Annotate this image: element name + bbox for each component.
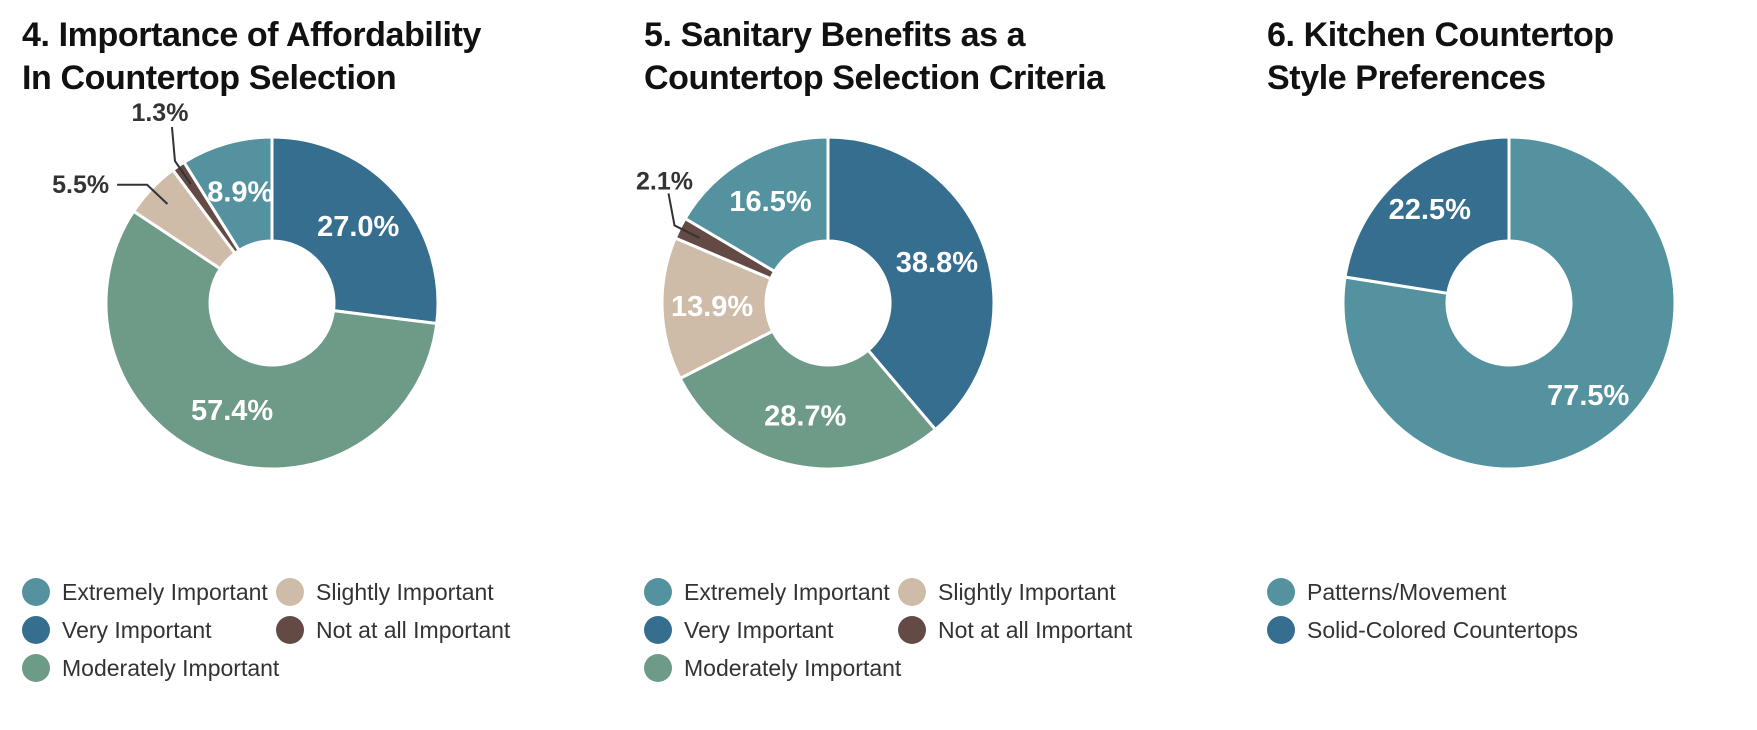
legend-swatch	[898, 578, 926, 606]
legend-item-patterns-movement: Patterns/Movement	[1267, 577, 1506, 607]
slice-label-patterns-movement: 77.5%	[1547, 380, 1629, 412]
legend-swatch	[1267, 578, 1295, 606]
slice-very-important	[826, 135, 996, 432]
legend-label: Not at all Important	[938, 616, 1133, 643]
legend-label: Very Important	[62, 616, 212, 643]
chart-legend: Extremely Important Slightly Important Ver…	[644, 577, 1244, 707]
legend-swatch	[1267, 616, 1295, 644]
legend-item-moderately-important: Moderately Important	[22, 653, 279, 683]
legend-label: Extremely Important	[684, 578, 890, 605]
legend-item-not-at-all-important: Not at all Important	[276, 615, 510, 645]
chart-legend: Extremely Important Slightly Important Ver…	[22, 577, 622, 707]
chart-panel-style-preferences: 6. Kitchen Countertop Style Preferences …	[1267, 0, 1757, 730]
legend-swatch	[276, 578, 304, 606]
chart-panel-sanitary: 5. Sanitary Benefits as a Countertop Sel…	[636, 0, 1244, 730]
donut-chart-affordability: 27.0% 57.4% 5.5% 1.3% 8.9%	[52, 99, 440, 471]
legend-swatch	[22, 578, 50, 606]
chart-title: 6. Kitchen Countertop Style Preferences	[1267, 14, 1757, 100]
chart-legend: Patterns/Movement Solid-Colored Counterto…	[1267, 577, 1757, 707]
slice-label-solid-colored-countertops: 22.5%	[1389, 194, 1471, 226]
slice-label-not-at-all-important: 2.1%	[636, 167, 693, 195]
donut-chart-sanitary: 38.8% 28.7% 13.9% 2.1% 16.5%	[636, 135, 996, 471]
legend-item-moderately-important: Moderately Important	[644, 653, 901, 683]
legend-item-solid-colored-countertops: Solid-Colored Countertops	[1267, 615, 1578, 645]
slice-label-very-important: 27.0%	[317, 211, 399, 243]
legend-item-slightly-important: Slightly Important	[276, 577, 494, 607]
leader-line	[667, 193, 700, 239]
legend-label: Slightly Important	[938, 578, 1116, 605]
slice-slightly-important	[660, 236, 775, 380]
chart-panel-affordability: 4. Importance of Affordability In Counte…	[22, 0, 622, 730]
legend-label: Patterns/Movement	[1307, 578, 1507, 605]
legend-label: Moderately Important	[62, 654, 280, 681]
leader-line	[170, 126, 192, 185]
slice-moderately-important	[678, 329, 937, 471]
chart-title-line: In Countertop Selection	[22, 59, 397, 97]
legend-item-very-important: Very Important	[22, 615, 212, 645]
legend-item-extremely-important: Extremely Important	[22, 577, 268, 607]
slice-label-not-at-all-important: 1.3%	[131, 99, 188, 127]
slice-moderately-important	[104, 209, 439, 471]
chart-title-line: 5. Sanitary Benefits as a	[644, 16, 1026, 54]
legend-label: Not at all Important	[316, 616, 511, 643]
chart-title-line: Countertop Selection Criteria	[644, 59, 1105, 97]
slice-label-extremely-important: 16.5%	[729, 186, 811, 218]
slice-label-moderately-important: 57.4%	[191, 395, 273, 427]
donut-chart-style-preferences: 77.5% 22.5%	[1341, 135, 1677, 471]
legend-swatch	[644, 654, 672, 682]
chart-title: 4. Importance of Affordability In Counte…	[22, 14, 582, 100]
slice-very-important	[270, 135, 440, 326]
slice-solid-colored-countertops	[1343, 135, 1511, 295]
slice-patterns-movement	[1341, 135, 1677, 471]
legend-swatch	[276, 616, 304, 644]
legend-label: Extremely Important	[62, 578, 268, 605]
slice-label-very-important: 38.8%	[896, 247, 978, 279]
slice-label-moderately-important: 28.7%	[764, 401, 846, 433]
legend-swatch	[898, 616, 926, 644]
legend-label: Slightly Important	[316, 578, 494, 605]
chart-title-line: 6. Kitchen Countertop	[1267, 16, 1614, 54]
legend-swatch	[22, 654, 50, 682]
legend-label: Very Important	[684, 616, 834, 643]
legend-swatch	[22, 616, 50, 644]
leader-line	[117, 183, 169, 205]
legend-swatch	[644, 578, 672, 606]
legend-label: Moderately Important	[684, 654, 902, 681]
legend-item-very-important: Very Important	[644, 615, 834, 645]
legend-item-slightly-important: Slightly Important	[898, 577, 1116, 607]
slice-extremely-important	[683, 135, 830, 273]
chart-title: 5. Sanitary Benefits as a Countertop Sel…	[644, 14, 1204, 100]
slice-label-slightly-important: 5.5%	[52, 171, 109, 199]
legend-item-not-at-all-important: Not at all Important	[898, 615, 1132, 645]
legend-label: Solid-Colored Countertops	[1307, 616, 1579, 643]
chart-title-line: 4. Importance of Affordability	[22, 16, 482, 54]
slice-label-slightly-important: 13.9%	[671, 291, 753, 323]
slice-label-extremely-important: 8.9%	[207, 176, 273, 208]
legend-swatch	[644, 616, 672, 644]
chart-title-line: Style Preferences	[1267, 59, 1546, 97]
slice-extremely-important	[182, 135, 274, 252]
legend-item-extremely-important: Extremely Important	[644, 577, 890, 607]
